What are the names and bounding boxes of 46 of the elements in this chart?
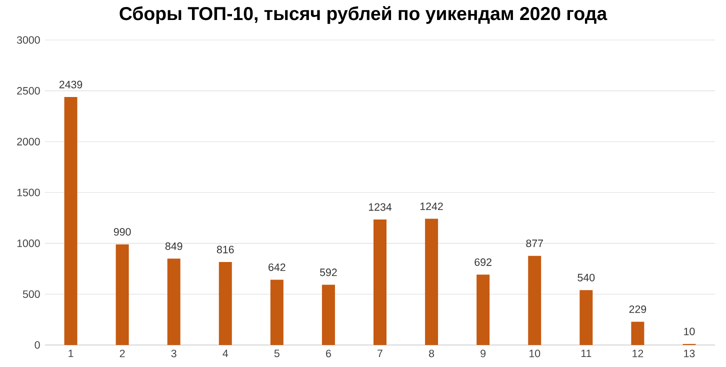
y-tick-label: 0	[34, 341, 40, 349]
data-label: 877	[526, 240, 543, 248]
x-tick-label: 6	[326, 350, 331, 358]
x-tick-label: 10	[529, 350, 540, 358]
x-tick-label: 12	[632, 350, 644, 358]
bar	[167, 258, 180, 345]
data-label: 692	[474, 258, 492, 266]
chart-title: Сборы ТОП-10, тысяч рублей по уикендам 2020 года	[120, 6, 608, 24]
x-tick-label: 8	[429, 350, 434, 358]
x-tick-label: 3	[171, 350, 176, 358]
data-label: 1242	[420, 202, 443, 210]
data-label: 990	[114, 228, 131, 236]
bar	[476, 274, 490, 345]
bar	[580, 290, 593, 345]
bar	[270, 280, 284, 345]
data-label: 816	[216, 246, 234, 254]
x-tick-label: 1	[68, 350, 74, 358]
data-label: 229	[629, 305, 646, 313]
bar	[528, 256, 542, 345]
y-tick-label: 500	[22, 290, 40, 298]
y-tick-label: 1000	[17, 240, 40, 248]
data-label: 10	[684, 328, 695, 336]
y-tick-label: 3000	[16, 36, 40, 44]
x-tick-label: 11	[581, 350, 592, 358]
x-tick-label: 13	[684, 350, 695, 358]
x-tick-label: 5	[274, 350, 280, 358]
bar	[64, 97, 78, 345]
y-tick-label: 2500	[17, 87, 40, 95]
data-label: 849	[165, 242, 182, 250]
data-label: 540	[578, 274, 595, 282]
y-tick-label: 2000	[17, 138, 40, 146]
bar	[425, 218, 438, 345]
x-tick-label: 7	[378, 350, 382, 358]
bar	[116, 244, 129, 345]
data-label: 592	[320, 268, 337, 276]
x-tick-label: 4	[222, 350, 228, 358]
bar	[322, 284, 335, 345]
data-label: 642	[268, 263, 286, 272]
data-label: 2439	[59, 80, 82, 88]
bar	[631, 322, 644, 345]
bar	[374, 220, 386, 345]
data-label: 1234	[368, 203, 392, 211]
x-tick-label: 2	[120, 350, 125, 358]
x-tick-label: 9	[480, 350, 486, 358]
bar	[218, 262, 232, 345]
y-tick-label: 1500	[17, 188, 40, 196]
